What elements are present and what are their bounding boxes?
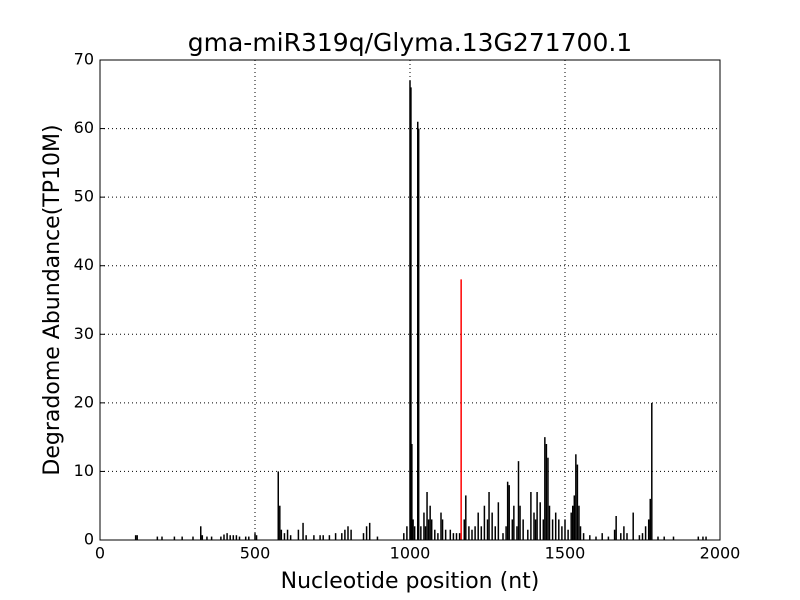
x-tick-label: 1000 [390,544,431,563]
y-tick-label: 30 [74,324,94,343]
y-tick-label: 0 [84,530,94,549]
plot-frame [99,59,721,541]
y-tick-label: 50 [74,187,94,206]
chart-title: gma-miR319q/Glyma.13G271700.1 [188,28,632,57]
y-tick-label: 40 [74,255,94,274]
x-tick-label: 1500 [545,544,586,563]
y-tick-label: 10 [74,461,94,480]
x-tick-label: 0 [95,544,105,563]
x-tick-label: 2000 [700,544,741,563]
y-tick-label: 20 [74,392,94,411]
x-axis-label: Nucleotide position (nt) [281,569,540,594]
y-tick-label: 70 [74,50,94,69]
x-tick-label: 500 [240,544,271,563]
y-tick-label: 60 [74,118,94,137]
y-axis-label: Degradome Abundance(TP10M) [40,124,65,475]
